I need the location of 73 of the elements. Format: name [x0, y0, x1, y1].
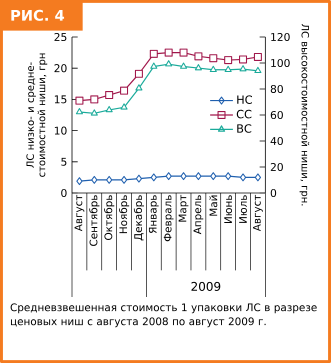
point	[75, 96, 84, 105]
point	[166, 172, 172, 180]
y2-tick-label: 20	[270, 162, 283, 172]
point	[180, 62, 188, 69]
point	[106, 176, 112, 184]
y2-tick-label: 120	[271, 32, 290, 42]
x-tick-label: Апрель	[194, 195, 204, 234]
point	[136, 174, 142, 183]
y2-tick-label: 60	[270, 110, 283, 120]
point	[165, 60, 172, 66]
point	[224, 56, 232, 64]
point	[194, 64, 202, 70]
point	[134, 70, 143, 78]
point	[90, 109, 98, 116]
point	[180, 172, 187, 180]
point	[254, 66, 262, 74]
x-tick-label: Февраль	[164, 195, 174, 242]
point	[150, 173, 157, 182]
point	[210, 66, 217, 72]
y2-tick-label: 40	[270, 136, 283, 146]
y-tick-label: 25	[54, 32, 66, 42]
y2-tick-label: 100	[271, 58, 290, 68]
point	[135, 84, 142, 90]
point	[254, 173, 262, 182]
y2-axis-title: ЛС высокостоимостной ниши, грн.	[300, 24, 310, 206]
point	[240, 173, 246, 182]
text: Средневзвешенная стоимость 1 упаковки ЛС в разрезе ценовых ниш с августа 2008 по август 2009 г.	[10, 303, 317, 328]
point	[90, 95, 98, 104]
point	[225, 172, 232, 180]
point	[239, 55, 248, 64]
chart-title: РИС. 4	[11, 10, 64, 21]
point	[120, 103, 128, 110]
y-tick-label: 10	[54, 126, 67, 135]
x-tick-label: Июль	[239, 195, 247, 223]
x-tick-label: Август	[74, 194, 84, 232]
point	[106, 106, 113, 112]
y2-tick-label: 80	[270, 84, 283, 94]
x-tick-label: Август	[253, 194, 263, 232]
x-tick-label: Март	[178, 194, 188, 222]
x-tick-label: Октябрь	[104, 195, 114, 240]
legend-label: НС	[237, 95, 252, 104]
text: 2009	[191, 282, 220, 291]
point	[224, 66, 232, 72]
point	[76, 177, 83, 186]
point	[254, 52, 262, 61]
legend-label: ВС	[237, 124, 252, 133]
y-axis-title: ЛС низко- и средне-стоимостной ниши, грн	[26, 54, 48, 177]
legend-label: СС	[236, 110, 252, 118]
y2-tick-label: 0	[270, 188, 276, 198]
point	[105, 91, 114, 100]
x-tick-label: Май	[209, 196, 218, 216]
point	[210, 172, 216, 180]
point	[195, 172, 202, 180]
y-tick-label: 0	[61, 188, 67, 198]
point	[76, 108, 83, 114]
point	[120, 176, 128, 184]
point	[150, 50, 158, 58]
x-tick-label: Июнь	[224, 195, 232, 224]
point	[239, 65, 247, 72]
point	[194, 52, 202, 60]
point	[91, 176, 98, 184]
y-tick-label: 20	[54, 64, 67, 72]
point	[209, 54, 218, 62]
x-tick-label: Декабрь	[134, 195, 144, 240]
point	[164, 48, 173, 57]
x-tick-label: Январь	[148, 195, 159, 234]
x-tick-label: Ноябрь	[118, 195, 130, 234]
point	[150, 62, 158, 69]
y-tick-label: 5	[61, 158, 66, 166]
point	[180, 48, 188, 57]
y-tick-label: 15	[54, 95, 66, 104]
x-tick-label: Сентябрь	[89, 195, 100, 246]
point	[120, 86, 128, 95]
